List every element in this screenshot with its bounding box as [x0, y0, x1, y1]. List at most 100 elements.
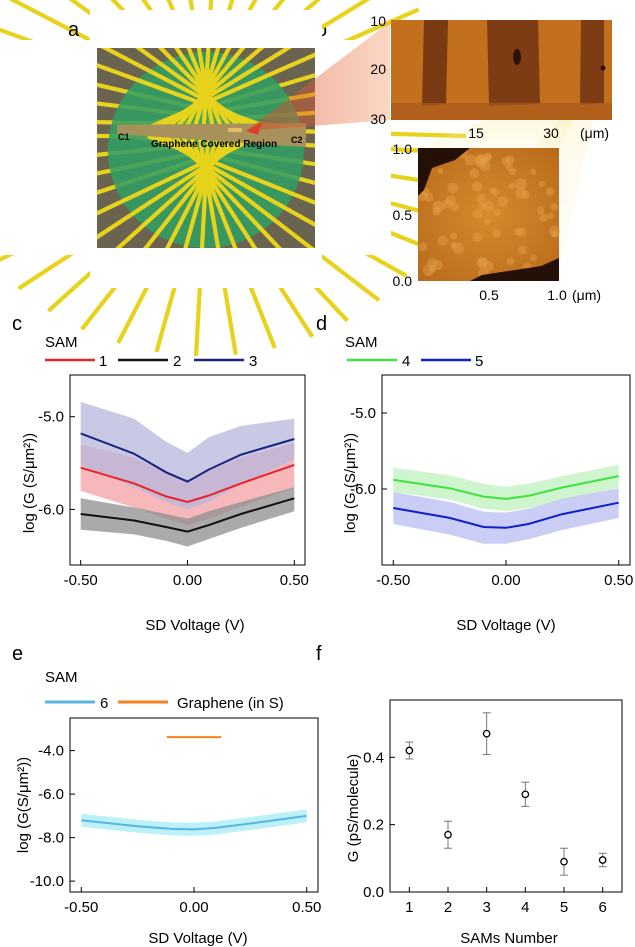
- afm-grain: [521, 190, 530, 200]
- x-tick-label: -0.50: [376, 572, 410, 589]
- mask-top: [90, 10, 322, 48]
- chart-d-legend-title: SAM: [345, 334, 378, 351]
- afm-grain: [517, 227, 527, 237]
- top-scan-ytick-10: 10: [370, 13, 386, 29]
- x-tick-label: 0.50: [604, 572, 633, 589]
- afm-grain: [424, 192, 434, 202]
- afm-grain: [483, 154, 492, 163]
- legend-label-sam-1: 1: [99, 353, 107, 370]
- zoom-scan-ytick-0.5: 0.5: [393, 207, 413, 223]
- afm-grain: [497, 196, 509, 207]
- electrode-finger: [68, 0, 249, 128]
- panel-label-d: d: [316, 313, 327, 335]
- line-1: [80, 463, 295, 504]
- band-sam-5: [393, 488, 619, 544]
- line-4: [393, 475, 619, 500]
- x-tick-label: 1: [405, 899, 413, 916]
- zoom-scan-ytick-1.0: 1.0: [393, 141, 413, 157]
- region-label: Graphene Covered Region: [151, 139, 277, 150]
- y-tick-label: 0.2: [363, 817, 384, 834]
- x-tick-label: 0.00: [173, 572, 202, 589]
- legend-label-sam-3: 3: [249, 353, 257, 370]
- afm-grain: [484, 152, 493, 161]
- chart-c-xlabel: SD Voltage (V): [145, 617, 244, 634]
- afm-grain: [506, 257, 515, 265]
- y-tick-label: -10.0: [30, 873, 64, 890]
- afm-grain: [545, 187, 555, 196]
- y-tick-label: -6.0: [38, 501, 64, 518]
- band-sam-6: [81, 809, 307, 836]
- legend-label-sam-6: 6: [100, 695, 108, 712]
- afm-grain: [418, 191, 428, 201]
- plot-frame: [389, 699, 623, 893]
- chart-d: SAM 4 5 -0.50 0.00 0.50 -5.0 -6.0 SD Voltage…: [342, 334, 633, 634]
- contact-c2-label: C2: [291, 135, 303, 145]
- zoom-scan-xtick-0.5: 0.5: [479, 287, 499, 303]
- afm-grain: [501, 156, 510, 166]
- afm-grain: [508, 182, 516, 190]
- panel-label-e: e: [12, 643, 23, 665]
- afm-grain: [450, 241, 458, 249]
- afm-hole: [513, 49, 521, 65]
- afm-grain: [422, 264, 435, 277]
- top-scan-ytick-20: 20: [370, 61, 386, 77]
- line-2: [80, 497, 295, 533]
- afm-grain: [539, 180, 546, 187]
- afm-grain: [469, 168, 480, 179]
- channel-pad: [228, 128, 242, 132]
- line-6: [81, 814, 307, 831]
- afm-grain: [452, 242, 464, 254]
- afm-grain: [483, 261, 494, 271]
- y-tick-label: -5.0: [350, 405, 376, 422]
- chart-e: SAM 6 Graphene (in S) -0.50 0.00 0.50-4.0-…: [15, 669, 321, 947]
- zoom-beam-1: [246, 22, 390, 131]
- afm-top-scan: 10 20 30 15 30 (μm): [370, 13, 612, 141]
- chart-d-plot: -0.50 0.00 0.50 -5.0 -6.0: [350, 374, 633, 589]
- data-point: [598, 856, 607, 864]
- afm-grain: [437, 235, 448, 246]
- data-point: [560, 857, 568, 866]
- afm-grain: [489, 187, 496, 194]
- y-tick-label: -4.0: [38, 743, 64, 760]
- legend-label-sam-4: 4: [402, 353, 410, 370]
- afm-grain: [450, 202, 460, 212]
- chart-d-xlabel: SD Voltage (V): [456, 617, 555, 634]
- afm-grain: [492, 229, 501, 238]
- afm-grain: [539, 213, 548, 222]
- afm-grain: [437, 168, 444, 175]
- afm-grain: [515, 187, 527, 199]
- y-tick-label: 0.0: [363, 884, 384, 901]
- afm-grain: [514, 228, 522, 236]
- afm-grain: [550, 203, 558, 211]
- data-point: [521, 790, 530, 799]
- top-scan-ytick-30: 30: [370, 111, 386, 127]
- chart-f: 1 2 3 4 5 6 0.0 0.2 0.4 SAMs Number G (pS/molecu…: [345, 699, 623, 947]
- band-sam-2: [80, 487, 295, 547]
- x-tick-label: 2: [444, 899, 452, 916]
- afm-grain: [478, 202, 487, 210]
- afm-grain: [432, 201, 445, 213]
- top-scan-xtick-30: 30: [543, 125, 559, 141]
- x-tick-label: -0.50: [64, 899, 98, 916]
- y-tick-label: -8.0: [38, 830, 64, 847]
- afm-grain: [442, 199, 452, 209]
- chart-c-ylabel: log (G (S/μm²)): [21, 433, 38, 533]
- data-point: [405, 746, 414, 755]
- mask-bottom: [90, 248, 322, 288]
- x-tick-label: 6: [598, 899, 606, 916]
- afm-grain: [429, 264, 437, 273]
- mask-left: [0, 40, 97, 255]
- afm-grain: [479, 160, 491, 172]
- y-tick-label: -6.0: [38, 786, 64, 803]
- afm-grain: [464, 154, 476, 166]
- top-scan-xtick-15: 15: [468, 125, 484, 141]
- afm-grain: [475, 153, 487, 166]
- zoom-scan-ytick-0.0: 0.0: [393, 273, 413, 289]
- afm-grain: [514, 178, 527, 191]
- afm-grain: [447, 182, 459, 194]
- afm-grain: [491, 188, 499, 196]
- y-tick-label: -6.0: [350, 481, 376, 498]
- x-tick-label: 4: [521, 899, 529, 916]
- afm-grain: [475, 155, 488, 168]
- legend-label-sam-2: 2: [173, 353, 181, 370]
